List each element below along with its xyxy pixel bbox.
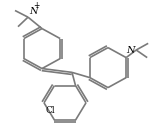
Text: N: N bbox=[127, 45, 135, 54]
Text: +: + bbox=[33, 1, 39, 10]
Text: Cl: Cl bbox=[46, 106, 56, 115]
Text: N: N bbox=[29, 7, 38, 16]
